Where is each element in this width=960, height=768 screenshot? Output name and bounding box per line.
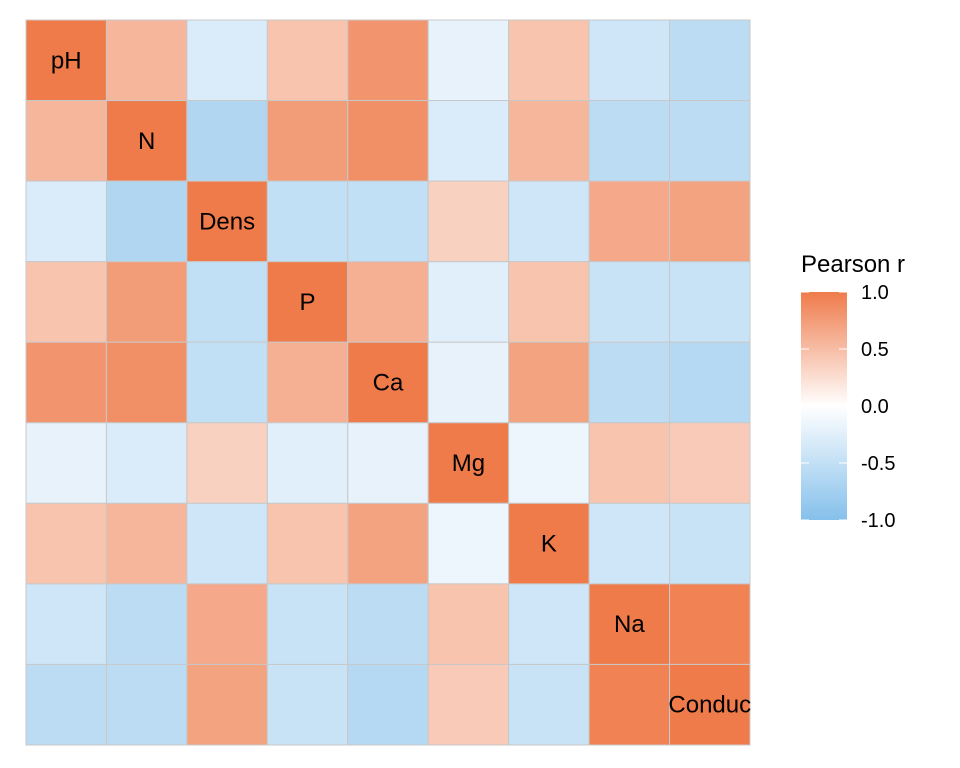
heatmap-cell-p-dens [186, 261, 268, 343]
heatmap-cell-n-conduc [669, 100, 751, 182]
heatmap-cell-k-conduc [669, 502, 751, 585]
heatmap-cell-n-k [508, 100, 590, 182]
heatmap-cell-ph-p [266, 19, 349, 102]
heatmap-cell-conduc-mg [427, 663, 510, 746]
heatmap-cell-k-ph [25, 502, 107, 585]
variable-label-na: Na [614, 611, 645, 638]
heatmap-cell-conduc-conduc [669, 663, 751, 746]
heatmap-cell-mg-ph [25, 422, 107, 504]
heatmap-cell-ca-dens [186, 341, 268, 424]
heatmap-cell-na-ca [347, 583, 429, 665]
heatmap-cell-mg-conduc [669, 422, 751, 504]
heatmap-cell-dens-n [105, 180, 188, 263]
heatmap-cell-ca-p [266, 341, 349, 424]
heatmap-cell-ph-na [588, 19, 671, 102]
heatmap-cell-p-k [508, 261, 590, 343]
variable-label-ca: Ca [373, 370, 404, 397]
variable-label-dens: Dens [199, 208, 255, 235]
heatmap-cell-na-conduc [669, 583, 751, 665]
heatmap-cell-dens-na [588, 180, 671, 263]
heatmap-cell-mg-n [105, 422, 188, 504]
heatmap-cell-mg-k [508, 422, 590, 504]
heatmap-cell-ph-mg [427, 19, 510, 102]
heatmap-cell-ph-ca [347, 19, 429, 102]
heatmap-cell-n-dens [186, 100, 268, 182]
legend-tick-label: -1.0 [861, 510, 895, 532]
heatmap-cell-dens-k [508, 180, 590, 263]
legend-tick-label: -0.5 [861, 453, 895, 475]
heatmap-cell-n-na [588, 100, 671, 182]
heatmap-cell-na-dens [186, 583, 268, 665]
heatmap-cell-na-p [266, 583, 349, 665]
legend-title: Pearson r [801, 251, 905, 278]
heatmap-cell-p-na [588, 261, 671, 343]
heatmap-cell-k-mg [427, 502, 510, 585]
heatmap-cell-p-conduc [669, 261, 751, 343]
heatmap-cell-n-ca [347, 100, 429, 182]
variable-labels: pH N Dens P Ca Mg K Na Conduc [51, 47, 751, 718]
heatmap-cell-conduc-ca [347, 663, 429, 746]
heatmap-cell-ca-na [588, 341, 671, 424]
color-legend: Pearson r 1.0 0.5 0.0 -0.5 -1.0 [801, 251, 905, 532]
heatmap-cell-dens-dens [186, 180, 268, 263]
heatmap-cell-k-ca [347, 502, 429, 585]
variable-label-p: P [300, 289, 316, 316]
heatmap-cell-p-ph [25, 261, 107, 343]
heatmap-cell-ph-dens [186, 19, 268, 102]
heatmap-cell-ca-n [105, 341, 188, 424]
heatmap-cell-n-ph [25, 100, 107, 182]
heatmap-cell-conduc-k [508, 663, 590, 746]
heatmap-cell-mg-na [588, 422, 671, 504]
variable-label-n: N [138, 128, 155, 155]
heatmap-cell-n-p [266, 100, 349, 182]
heatmap-cell-na-n [105, 583, 188, 665]
heatmap-cell-mg-dens [186, 422, 268, 504]
heatmap-cell-n-mg [427, 100, 510, 182]
variable-label-ph: pH [51, 47, 82, 74]
heatmap-cell-conduc-p [266, 663, 349, 746]
heatmap-cell-k-p [266, 502, 349, 585]
heatmap-cell-dens-mg [427, 180, 510, 263]
legend-ticks: 1.0 0.5 0.0 -0.5 -1.0 [801, 282, 895, 532]
heatmap-cell-p-mg [427, 261, 510, 343]
heatmap-cell-ph-n [105, 19, 188, 102]
variable-label-k: K [541, 531, 557, 558]
heatmap-cell-k-k [508, 502, 590, 585]
heatmap-cell-mg-mg [427, 422, 510, 504]
heatmap-cell-k-na [588, 502, 671, 585]
heatmap-cell-dens-ph [25, 180, 107, 263]
heatmap-cell-ph-ph [25, 19, 107, 102]
heatmap-cell-ca-ph [25, 341, 107, 424]
heatmap-cell-dens-ca [347, 180, 429, 263]
variable-label-conduc: Conduc [668, 692, 751, 719]
variable-label-mg: Mg [452, 450, 485, 477]
heatmap-cell-conduc-na [588, 663, 671, 746]
heatmap-cell-na-k [508, 583, 590, 665]
heatmap-cell-ca-k [508, 341, 590, 424]
heatmap-cell-conduc-dens [186, 663, 268, 746]
heatmap-cell-dens-p [266, 180, 349, 263]
heatmap-cell-ca-conduc [669, 341, 751, 424]
heatmap-cell-conduc-ph [25, 663, 107, 746]
heatmap-cell-p-p [266, 261, 349, 343]
heatmap-cell-mg-ca [347, 422, 429, 504]
heatmap-cell-k-dens [186, 502, 268, 585]
heatmap-cell-k-n [105, 502, 188, 585]
legend-tick-label: 0.5 [861, 339, 889, 361]
heatmap-cell-p-ca [347, 261, 429, 343]
legend-tick-label: 0.0 [861, 396, 889, 418]
heatmap-cell-ca-mg [427, 341, 510, 424]
heatmap-cell-na-mg [427, 583, 510, 665]
heatmap-cell-ph-k [508, 19, 590, 102]
heatmap-cell-p-n [105, 261, 188, 343]
heatmap-cell-conduc-n [105, 663, 188, 746]
heatmap-cell-mg-p [266, 422, 349, 504]
heatmap-cell-dens-conduc [669, 180, 751, 263]
legend-tick-label: 1.0 [861, 282, 889, 304]
heatmap-cell-ph-conduc [669, 19, 751, 102]
heatmap-cell-na-ph [25, 583, 107, 665]
heatmap-cells [25, 19, 751, 746]
